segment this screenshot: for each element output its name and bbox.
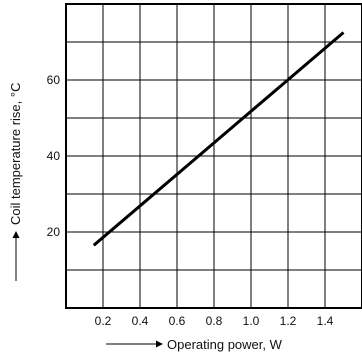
series-line xyxy=(92,31,345,247)
x-axis-title: Operating power, W xyxy=(167,337,283,352)
y-tick-labels: 20 40 60 xyxy=(47,73,61,239)
x-tick-label: 0.4 xyxy=(132,314,149,328)
x-tick-label: 1.2 xyxy=(280,314,297,328)
x-tick-label: 0.2 xyxy=(95,314,112,328)
x-tick-labels: 0.2 0.4 0.6 0.8 1.0 1.2 1.4 xyxy=(95,314,334,328)
x-tick-label: 1.0 xyxy=(243,314,260,328)
grid-lines xyxy=(66,4,362,308)
y-axis-arrow-head xyxy=(12,231,20,238)
x-tick-label: 1.4 xyxy=(317,314,334,328)
x-axis-title-group: Operating power, W xyxy=(106,337,283,352)
x-tick-label: 0.6 xyxy=(169,314,186,328)
y-tick-label: 20 xyxy=(47,225,61,239)
y-axis-title: Coil temperature rise, °C xyxy=(8,83,23,225)
x-tick-label: 0.8 xyxy=(206,314,223,328)
y-tick-label: 60 xyxy=(47,73,61,87)
y-tick-label: 40 xyxy=(47,149,61,163)
y-axis-title-group: Coil temperature rise, °C xyxy=(8,83,23,281)
plot-frame xyxy=(65,3,362,309)
x-axis-arrow-head xyxy=(156,340,163,348)
series-lines xyxy=(92,31,345,247)
